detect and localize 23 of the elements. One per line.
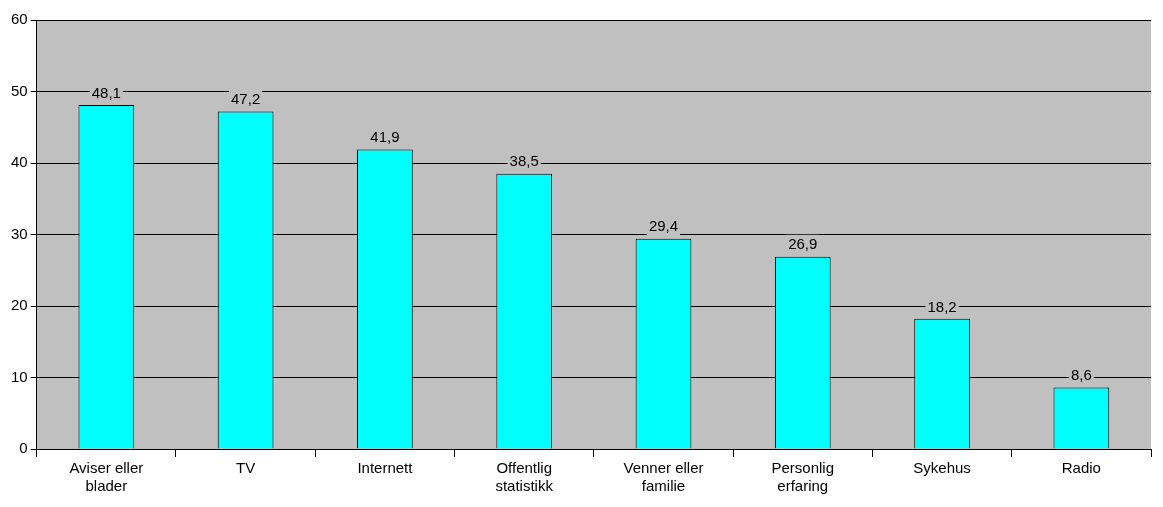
x-tick-label: Offentlig statistikk xyxy=(495,459,554,495)
data-label: 38,5 xyxy=(509,152,539,170)
x-tick-label: Aviser eller blader xyxy=(69,459,144,495)
y-tick-label: 40 xyxy=(11,153,28,171)
y-tick-label: 10 xyxy=(11,367,28,385)
data-label: 47,2 xyxy=(231,90,261,108)
x-tick-label: Venner eller familie xyxy=(623,459,704,495)
data-label: 26,9 xyxy=(788,235,818,253)
y-tick-label: 20 xyxy=(11,296,28,314)
x-tick-label: Radio xyxy=(1061,459,1101,477)
data-label: 41,9 xyxy=(370,128,400,146)
x-tick-label: TV xyxy=(236,459,256,477)
data-label: 48,1 xyxy=(91,83,121,101)
x-tick-label: Internett xyxy=(357,459,414,477)
x-tick-label: Sykehus xyxy=(913,459,971,477)
y-tick-label: 30 xyxy=(11,224,28,242)
data-label: 18,2 xyxy=(927,297,957,315)
data-label: 8,6 xyxy=(1070,366,1092,384)
y-tick-label: 50 xyxy=(11,81,28,99)
y-tick-label: 0 xyxy=(19,439,28,457)
y-tick-label: 60 xyxy=(11,10,28,28)
data-label: 29,4 xyxy=(648,217,679,235)
x-tick-label: Personlig erfaring xyxy=(771,459,835,495)
